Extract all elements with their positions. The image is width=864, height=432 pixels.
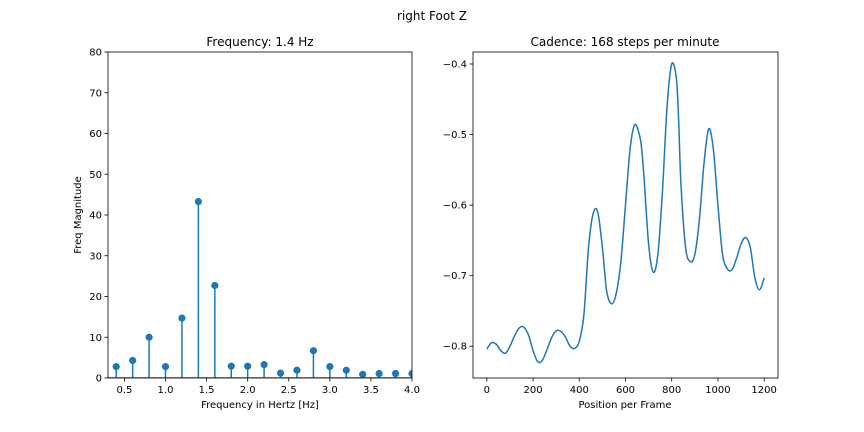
right-chart-y-tick-label: −0.5: [443, 130, 467, 141]
stem-marker: [276, 369, 285, 377]
left-chart-x-tick-label: 2.0: [240, 385, 256, 396]
stem-marker: [375, 369, 383, 378]
right-chart-y-tick-label: −0.4: [443, 59, 467, 70]
figure-suptitle: right Foot Z: [397, 9, 467, 23]
stem-marker: [408, 369, 412, 378]
right-chart-xlabel: Position per Frame: [578, 400, 671, 411]
stem-marker: [260, 360, 268, 369]
left-chart-y-tick-label: 0: [96, 374, 102, 385]
stem-marker: [342, 366, 350, 374]
left-chart-y-tick-label: 30: [89, 251, 102, 262]
right-chart-ticks: 0 200 400 600 800 1000 1200 −0.8 −0.7 −0.6 −0.5 −0.…: [443, 59, 777, 396]
left-chart-ticks: 0.5 1.0 1.5 2.0 2.5 3.0 3.5 4.0 0 10 20 30 40 50 60 70 8…: [89, 48, 420, 397]
left-chart-y-tick-label: 70: [89, 88, 102, 99]
left-chart-y-tick-label: 60: [89, 129, 102, 140]
left-chart-x-tick-label: 2.5: [281, 385, 297, 396]
right-chart-x-tick-label: 1200: [751, 385, 776, 396]
stem-marker: [359, 370, 367, 378]
right-chart-title: Cadence: 168 steps per minute: [531, 35, 720, 49]
stem-marker: [112, 362, 120, 371]
right-chart-x-tick-label: 600: [616, 385, 635, 396]
left-chart-xlabel: Frequency in Hertz [Hz]: [201, 400, 319, 411]
stem-marker: [391, 369, 400, 378]
cadence-series-line: [486, 62, 765, 364]
left-chart-x-tick-label: 3.5: [363, 385, 379, 396]
left-chart-y-tick-label: 40: [89, 211, 102, 222]
left-chart-y-tick-label: 50: [89, 170, 102, 181]
left-chart-title: Frequency: 1.4 Hz: [206, 35, 313, 49]
left-chart-y-tick-label: 10: [89, 333, 102, 344]
right-chart-x-tick-label: 400: [570, 385, 589, 396]
left-chart-plot-area: [108, 197, 412, 378]
left-chart-x-tick-label: 0.5: [116, 385, 132, 396]
right-chart-x-tick-label: 0: [484, 385, 490, 396]
stem-marker: [194, 197, 202, 206]
left-chart-y-tick-label: 20: [89, 292, 102, 303]
stem-marker: [326, 362, 334, 371]
left-chart-ylabel: Freq Magnitude: [73, 176, 84, 254]
stem-marker: [244, 362, 252, 370]
stem-marker: [211, 281, 219, 290]
left-chart-marks: [108, 197, 412, 378]
right-chart-y-tick-label: −0.7: [443, 271, 467, 282]
left-chart-y-tick-label: 80: [89, 48, 102, 59]
right-chart-x-tick-label: 800: [662, 385, 681, 396]
frequency-stem-chart: Frequency: 1.4 Hz 0.5 1.0 1.5 2.0 2.5 3.0 3.5 4…: [73, 35, 420, 411]
left-chart-x-tick-label: 4.0: [404, 385, 420, 396]
right-chart-marks: [486, 62, 765, 364]
left-chart-x-tick-label: 3.0: [322, 385, 338, 396]
left-chart-x-tick-label: 1.0: [158, 385, 174, 396]
right-chart-y-tick-label: −0.6: [443, 201, 467, 212]
cadence-line-chart: Cadence: 168 steps per minute 0 200 400 600…: [443, 35, 779, 411]
stem-marker: [227, 362, 235, 370]
stem-marker: [161, 362, 170, 371]
stem-marker: [145, 333, 153, 341]
right-chart-x-tick-label: 1000: [705, 385, 730, 396]
left-chart-x-tick-label: 1.5: [199, 385, 215, 396]
stem-marker: [293, 366, 301, 374]
right-chart-x-tick-label: 200: [524, 385, 543, 396]
right-chart-y-tick-label: −0.8: [443, 342, 467, 353]
stem-marker: [178, 314, 186, 322]
stem-marker: [309, 347, 318, 355]
stem-marker: [129, 356, 137, 365]
